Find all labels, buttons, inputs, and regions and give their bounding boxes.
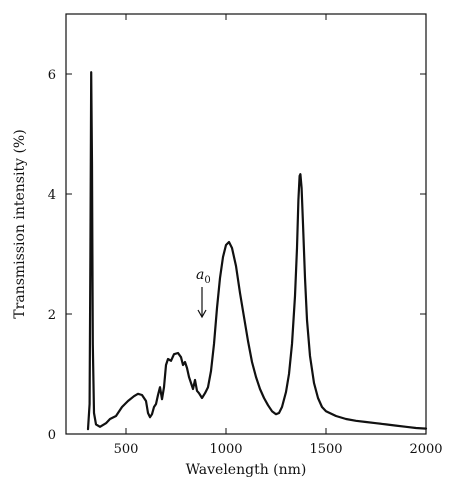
y-tick-label: 4 — [48, 188, 56, 203]
annotation-label: a0 — [196, 267, 211, 286]
annotation-arrow-head — [197, 309, 207, 319]
series-layer — [86, 71, 428, 431]
x-tick-label: 1000 — [209, 442, 242, 457]
y-tick-label: 0 — [48, 428, 56, 443]
axis-ticks: 500 1000 1500 2000 0 2 4 6 — [48, 14, 443, 457]
y-tick-label: 2 — [48, 308, 56, 323]
y-axis-label: Transmission intensity (%) — [12, 129, 28, 318]
x-tick-label: 2000 — [409, 442, 442, 457]
plot-area — [65, 13, 427, 435]
series-line-1 — [86, 71, 428, 431]
x-tick-label: 500 — [114, 442, 139, 457]
y-tick-label: 6 — [48, 68, 56, 83]
x-tick-label: 1500 — [309, 442, 342, 457]
x-axis-label: Wavelength (nm) — [186, 462, 307, 478]
plot-frame — [65, 13, 427, 435]
annotation-layer: a0 — [196, 267, 211, 319]
